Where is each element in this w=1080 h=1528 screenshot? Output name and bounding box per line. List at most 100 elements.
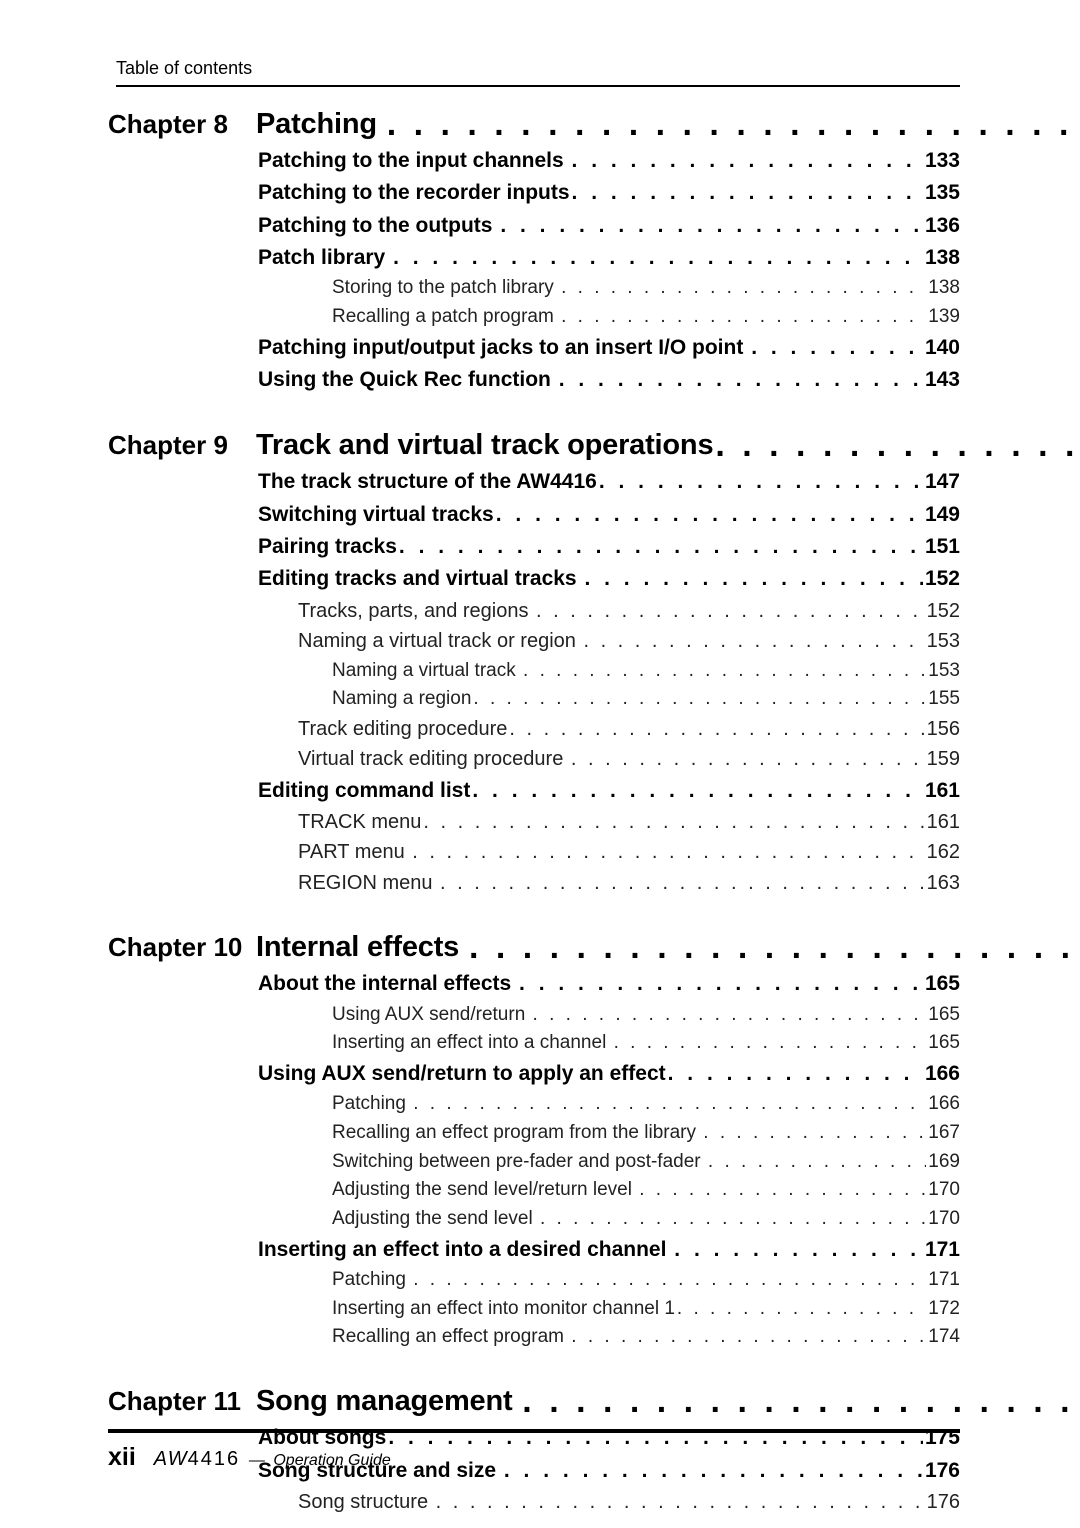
leader-dots: . . . . . . . . . . . . . . . . . . . . …: [500, 212, 923, 240]
subsection-row: PART menu . . . . . . . . . . . . . . . …: [298, 839, 960, 865]
chapter-block: Chapter 9 Track and virtual track operat…: [108, 426, 960, 896]
leader-dots: . . . . . . . . . . . . . . . . . . . . …: [674, 1236, 923, 1264]
section-row: Patching to the input channels . . . . .…: [258, 147, 960, 175]
section-page: 149: [925, 501, 960, 529]
subsubsection-row: Storing to the patch library . . . . . .…: [332, 276, 960, 301]
section-page: 140: [925, 334, 960, 362]
leader-dots: . . . . . . . . . . . . . . . . . . . . …: [540, 1207, 926, 1232]
subsubsection-row: Naming a region. . . . . . . . . . . . .…: [332, 687, 960, 712]
leader-dots: . . . . . . . . . . . . . . . . . . . . …: [469, 930, 1080, 964]
subsubsection-title: Patching: [332, 1092, 411, 1117]
section-page: 161: [925, 777, 960, 805]
section-page: 165: [925, 970, 960, 998]
section-row: Inserting an effect into a desired chann…: [258, 1236, 960, 1264]
leader-dots: . . . . . . . . . . . . . . . . . . . . …: [584, 565, 923, 593]
subsubsection-title: Adjusting the send level: [332, 1207, 538, 1232]
subsection-row: Naming a virtual track or region . . . .…: [298, 628, 960, 654]
chapter-label: Chapter 11: [108, 1388, 256, 1414]
subsubsection-row: Patching . . . . . . . . . . . . . . . .…: [332, 1092, 960, 1117]
section-title: Patching to the input channels: [258, 147, 570, 175]
leader-dots: . . . . . . . . . . . . . . . . . . . . …: [751, 334, 923, 362]
section-page: 147: [925, 468, 960, 496]
leader-dots: . . . . . . . . . . . . . . . . . . . . …: [440, 870, 925, 896]
subsection-title: Song structure: [298, 1489, 434, 1515]
section-row: Patching input/output jacks to an insert…: [258, 334, 960, 362]
chapter-label: Chapter 9: [108, 432, 256, 458]
leader-dots: . . . . . . . . . . . . . . . . . . . . …: [523, 659, 926, 684]
subsubsection-title: Inserting an effect into monitor channel…: [332, 1297, 675, 1322]
subsubsection-page: 165: [928, 1031, 960, 1056]
leader-dots: . . . . . . . . . . . . . . . . . . . . …: [423, 809, 924, 835]
section-row: Switching virtual tracks. . . . . . . . …: [258, 501, 960, 529]
section-title: Editing tracks and virtual tracks: [258, 565, 582, 593]
section-title: Patch library: [258, 244, 391, 272]
leader-dots: . . . . . . . . . . . . . . . . . . . . …: [473, 687, 926, 712]
section-page: 133: [925, 147, 960, 175]
subsubsection-page: 167: [928, 1121, 960, 1146]
chapter-title: Song management: [256, 1387, 520, 1416]
leader-dots: . . . . . . . . . . . . . . . . . . . . …: [571, 746, 925, 772]
page-footer: xii AW4416 — Operation Guide: [108, 1429, 960, 1472]
leader-dots: . . . . . . . . . . . . . . . . . . . . …: [571, 1325, 926, 1350]
chapter-title: Patching: [256, 110, 385, 139]
section-page: 138: [925, 244, 960, 272]
subsubsection-row: Recalling an effect program from the lib…: [332, 1121, 960, 1146]
chapter-title: Track and virtual track operations: [256, 431, 713, 460]
subsubsection-page: 139: [928, 305, 960, 330]
subsection-row: Track editing procedure. . . . . . . . .…: [298, 716, 960, 742]
subsection-title: TRACK menu: [298, 809, 421, 835]
leader-dots: . . . . . . . . . . . . . . . . . . . . …: [715, 428, 1080, 462]
leader-dots: . . . . . . . . . . . . . . . . . . . . …: [668, 1060, 923, 1088]
section-title: Patching to the outputs: [258, 212, 498, 240]
section-page: 143: [925, 366, 960, 394]
subsubsection-page: 166: [928, 1092, 960, 1117]
section-title: About the internal effects: [258, 970, 517, 998]
subsubsection-row: Inserting an effect into monitor channel…: [332, 1297, 960, 1322]
page-header: Table of contents: [116, 58, 960, 87]
chapter-label: Chapter 10: [108, 934, 256, 960]
subsection-title: REGION menu: [298, 870, 438, 896]
leader-dots: . . . . . . . . . . . . . . . . . . . . …: [472, 777, 923, 805]
section-page: 151: [925, 533, 960, 561]
subsubsection-row: Patching . . . . . . . . . . . . . . . .…: [332, 1268, 960, 1293]
leader-dots: . . . . . . . . . . . . . . . . . . . . …: [561, 305, 926, 330]
subsubsection-page: 170: [928, 1207, 960, 1232]
chapter-block: Chapter 10 Internal effects . . . . . . …: [108, 928, 960, 1350]
leader-dots: . . . . . . . . . . . . . . . . . . . . …: [509, 716, 924, 742]
section-row: Using AUX send/return to apply an effect…: [258, 1060, 960, 1088]
section-row: Patching to the recorder inputs. . . . .…: [258, 179, 960, 207]
leader-dots: . . . . . . . . . . . . . . . . . . . . …: [572, 147, 923, 175]
leader-dots: . . . . . . . . . . . . . . . . . . . . …: [413, 1268, 926, 1293]
section-page: 171: [925, 1236, 960, 1264]
leader-dots: . . . . . . . . . . . . . . . . . . . . …: [614, 1031, 927, 1056]
subsubsection-page: 155: [928, 687, 960, 712]
subsection-page: 163: [927, 870, 960, 896]
chapter-row: Chapter 9 Track and virtual track operat…: [108, 426, 960, 460]
subsubsection-page: 174: [928, 1325, 960, 1350]
leader-dots: . . . . . . . . . . . . . . . . . . . . …: [496, 501, 923, 529]
subsubsection-page: 153: [928, 659, 960, 684]
subsubsection-page: 172: [928, 1297, 960, 1322]
subsection-title: PART menu: [298, 839, 410, 865]
subsection-page: 161: [927, 809, 960, 835]
subsection-page: 159: [927, 746, 960, 772]
subsubsection-row: Using AUX send/return . . . . . . . . . …: [332, 1003, 960, 1028]
leader-dots: . . . . . . . . . . . . . . . . . . . . …: [572, 179, 923, 207]
subsection-title: Tracks, parts, and regions: [298, 598, 534, 624]
section-page: 152: [925, 565, 960, 593]
footer-guide: Operation Guide: [273, 1452, 390, 1469]
subsection-page: 153: [927, 628, 960, 654]
subsubsection-row: Switching between pre-fader and post-fad…: [332, 1150, 960, 1175]
leader-dots: . . . . . . . . . . . . . . . . . . . . …: [393, 244, 923, 272]
footer-divider: [108, 1429, 960, 1433]
page-number: xii: [108, 1443, 136, 1472]
page: Table of contents Chapter 8 Patching . .…: [0, 0, 1080, 1528]
table-of-contents: Chapter 8 Patching . . . . . . . . . . .…: [108, 105, 960, 1515]
leader-dots: . . . . . . . . . . . . . . . . . . . . …: [599, 468, 923, 496]
leader-dots: . . . . . . . . . . . . . . . . . . . . …: [536, 598, 925, 624]
section-page: 135: [925, 179, 960, 207]
subsubsection-row: Naming a virtual track . . . . . . . . .…: [332, 659, 960, 684]
subsubsection-page: 138: [928, 276, 960, 301]
leader-dots: . . . . . . . . . . . . . . . . . . . . …: [583, 628, 924, 654]
section-title: The track structure of the AW4416: [258, 468, 597, 496]
